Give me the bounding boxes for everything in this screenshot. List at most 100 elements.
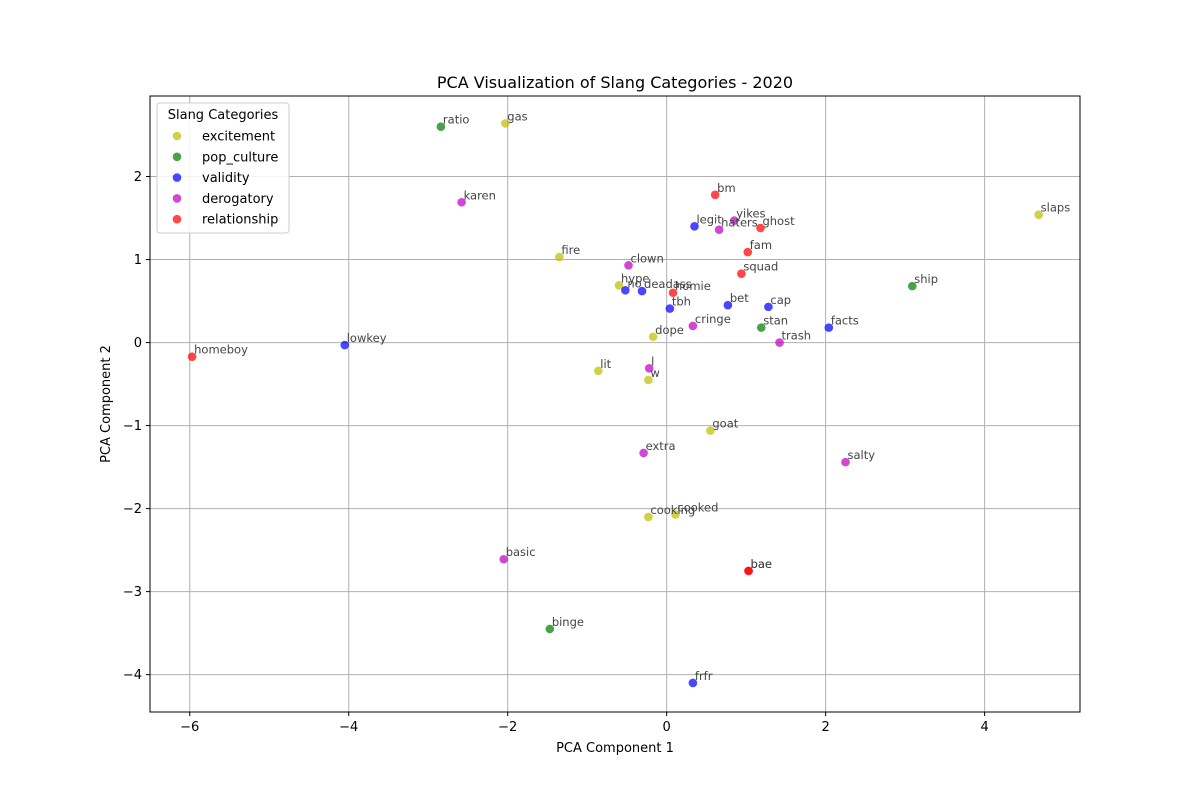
- point-label-legit: legit: [696, 212, 722, 226]
- legend: Slang Categories excitement pop_cultureva…: [156, 102, 290, 234]
- point-excitement-slaps: [1034, 210, 1043, 220]
- point-label-l: l: [651, 354, 654, 368]
- point-label-bet: bet: [730, 291, 749, 305]
- point-excitement-gas: [501, 119, 510, 128]
- point-pop_culture-binge: [545, 624, 555, 634]
- legend-marker-derogatory: [172, 194, 182, 203]
- point-label-hype: hype: [621, 271, 649, 285]
- y-tick-label: −4: [123, 668, 142, 683]
- point-excitement-cooking: [644, 512, 653, 522]
- point-label-cooking: cooking: [650, 503, 695, 517]
- point-excitement-hype: [614, 280, 624, 290]
- legend-marker-excitement: [172, 131, 182, 141]
- point-relationship-bae: [744, 566, 753, 576]
- point-label-karen: karen: [464, 188, 496, 202]
- point-pop_culture-stan: [756, 323, 766, 332]
- y-tick-label: −1: [123, 419, 142, 434]
- point-excitement-dope: [648, 332, 658, 342]
- legend-label-derogatory: derogatory: [202, 192, 274, 207]
- point-label-lowkey: lowkey: [347, 331, 387, 345]
- point-derogatory-basic: [499, 554, 509, 564]
- point-label-fire: fire: [561, 243, 580, 257]
- legend-marker-validity: [172, 173, 182, 182]
- point-label-trash: trash: [782, 329, 812, 343]
- point-derogatory-karen: [457, 197, 466, 207]
- point-label-cap: cap: [770, 293, 791, 307]
- x-tick-label: 0: [663, 720, 671, 735]
- point-label-ship: ship: [914, 272, 938, 286]
- point-label-ratio: ratio: [443, 113, 470, 127]
- legend-title: Slang Categories: [168, 108, 279, 123]
- point-label-cringe: cringe: [695, 312, 731, 326]
- legend-entries: excitement pop_culture validity derogatory r…: [172, 130, 278, 228]
- point-relationship-squad: [737, 269, 746, 278]
- point-relationship-homeboy: [187, 352, 197, 361]
- point-validity-frfr: [688, 678, 698, 688]
- x-tick-label: −4: [339, 720, 358, 735]
- point-relationship-fam: [743, 247, 753, 257]
- y-tick-label: 1: [134, 253, 142, 268]
- chart-title: PCA Visualization of Slang Categories - …: [437, 73, 793, 92]
- point-validity-no: [621, 285, 630, 295]
- point-excitement-w: [644, 375, 653, 385]
- point-label-goat: goat: [712, 417, 738, 431]
- legend-box: [156, 102, 290, 234]
- legend-label-pop_culture: pop_culture: [202, 150, 278, 165]
- point-validity-bet: [723, 300, 733, 310]
- point-label-extra: extra: [646, 439, 676, 453]
- point-label-bm: bm: [717, 181, 736, 195]
- point-label-bae: bae: [751, 557, 772, 571]
- point-derogatory-clown: [624, 261, 633, 270]
- plot-frame: [149, 95, 1081, 713]
- point-excitement-goat: [706, 426, 715, 435]
- point-label-lit: lit: [600, 357, 611, 371]
- x-tick-label: 4: [980, 720, 988, 735]
- point-validity-tbh: [665, 304, 675, 313]
- point-label-dope: dope: [655, 323, 684, 337]
- legend-label-excitement: excitement: [202, 130, 275, 145]
- point-relationship-ghost: [756, 223, 765, 233]
- y-tick-label: −3: [123, 585, 142, 600]
- point-label-facts: facts: [831, 314, 859, 328]
- point-derogatory-cringe: [688, 321, 698, 331]
- x-axis-label: PCA Component 1: [556, 741, 674, 756]
- legend-label-validity: validity: [202, 171, 250, 186]
- y-axis-label: PCA Component 2: [99, 345, 114, 463]
- y-tick-label: 2: [134, 170, 142, 185]
- point-derogatory-salty: [841, 457, 850, 467]
- point-label-squad: squad: [743, 260, 778, 274]
- point-label-cooked: cooked: [677, 500, 718, 514]
- point-pop_culture-ship: [907, 281, 917, 291]
- point-relationship-homie: [668, 288, 678, 298]
- point-label-no: no: [627, 276, 641, 290]
- point-label-haters: haters: [721, 216, 758, 230]
- point-validity-facts: [824, 323, 834, 332]
- gridlines: [150, 96, 1080, 712]
- point-label-fam: fam: [750, 238, 772, 252]
- point-label-ghost: ghost: [762, 214, 795, 228]
- data-points: [187, 119, 1043, 688]
- point-label-binge: binge: [552, 615, 584, 629]
- point-label-deadass: deadass: [644, 277, 692, 291]
- point-excitement-lit: [594, 366, 603, 376]
- point-derogatory-extra: [639, 448, 648, 458]
- point-label-frfr: frfr: [695, 669, 713, 683]
- point-validity-legit: [690, 222, 699, 231]
- point-label-homeboy: homeboy: [194, 343, 248, 357]
- x-tick-label: −2: [498, 720, 517, 735]
- point-derogatory-haters: [714, 225, 724, 234]
- point-pop_culture-ratio: [436, 122, 446, 132]
- point-label-gas: gas: [507, 109, 527, 123]
- point-label-stan: stan: [763, 314, 788, 328]
- x-tick-label: 2: [822, 720, 830, 735]
- point-label-yikes: yikes: [736, 207, 765, 221]
- point-validity-lowkey: [340, 340, 350, 350]
- point-label-w: w: [650, 366, 659, 380]
- point-label-tbh: tbh: [672, 295, 691, 309]
- point-label-bae: bae: [751, 557, 772, 571]
- point-validity-cap: [764, 302, 773, 312]
- point-relationship-bm: [710, 190, 720, 200]
- point-excitement-fire: [555, 252, 564, 262]
- point-derogatory-l: [644, 364, 654, 373]
